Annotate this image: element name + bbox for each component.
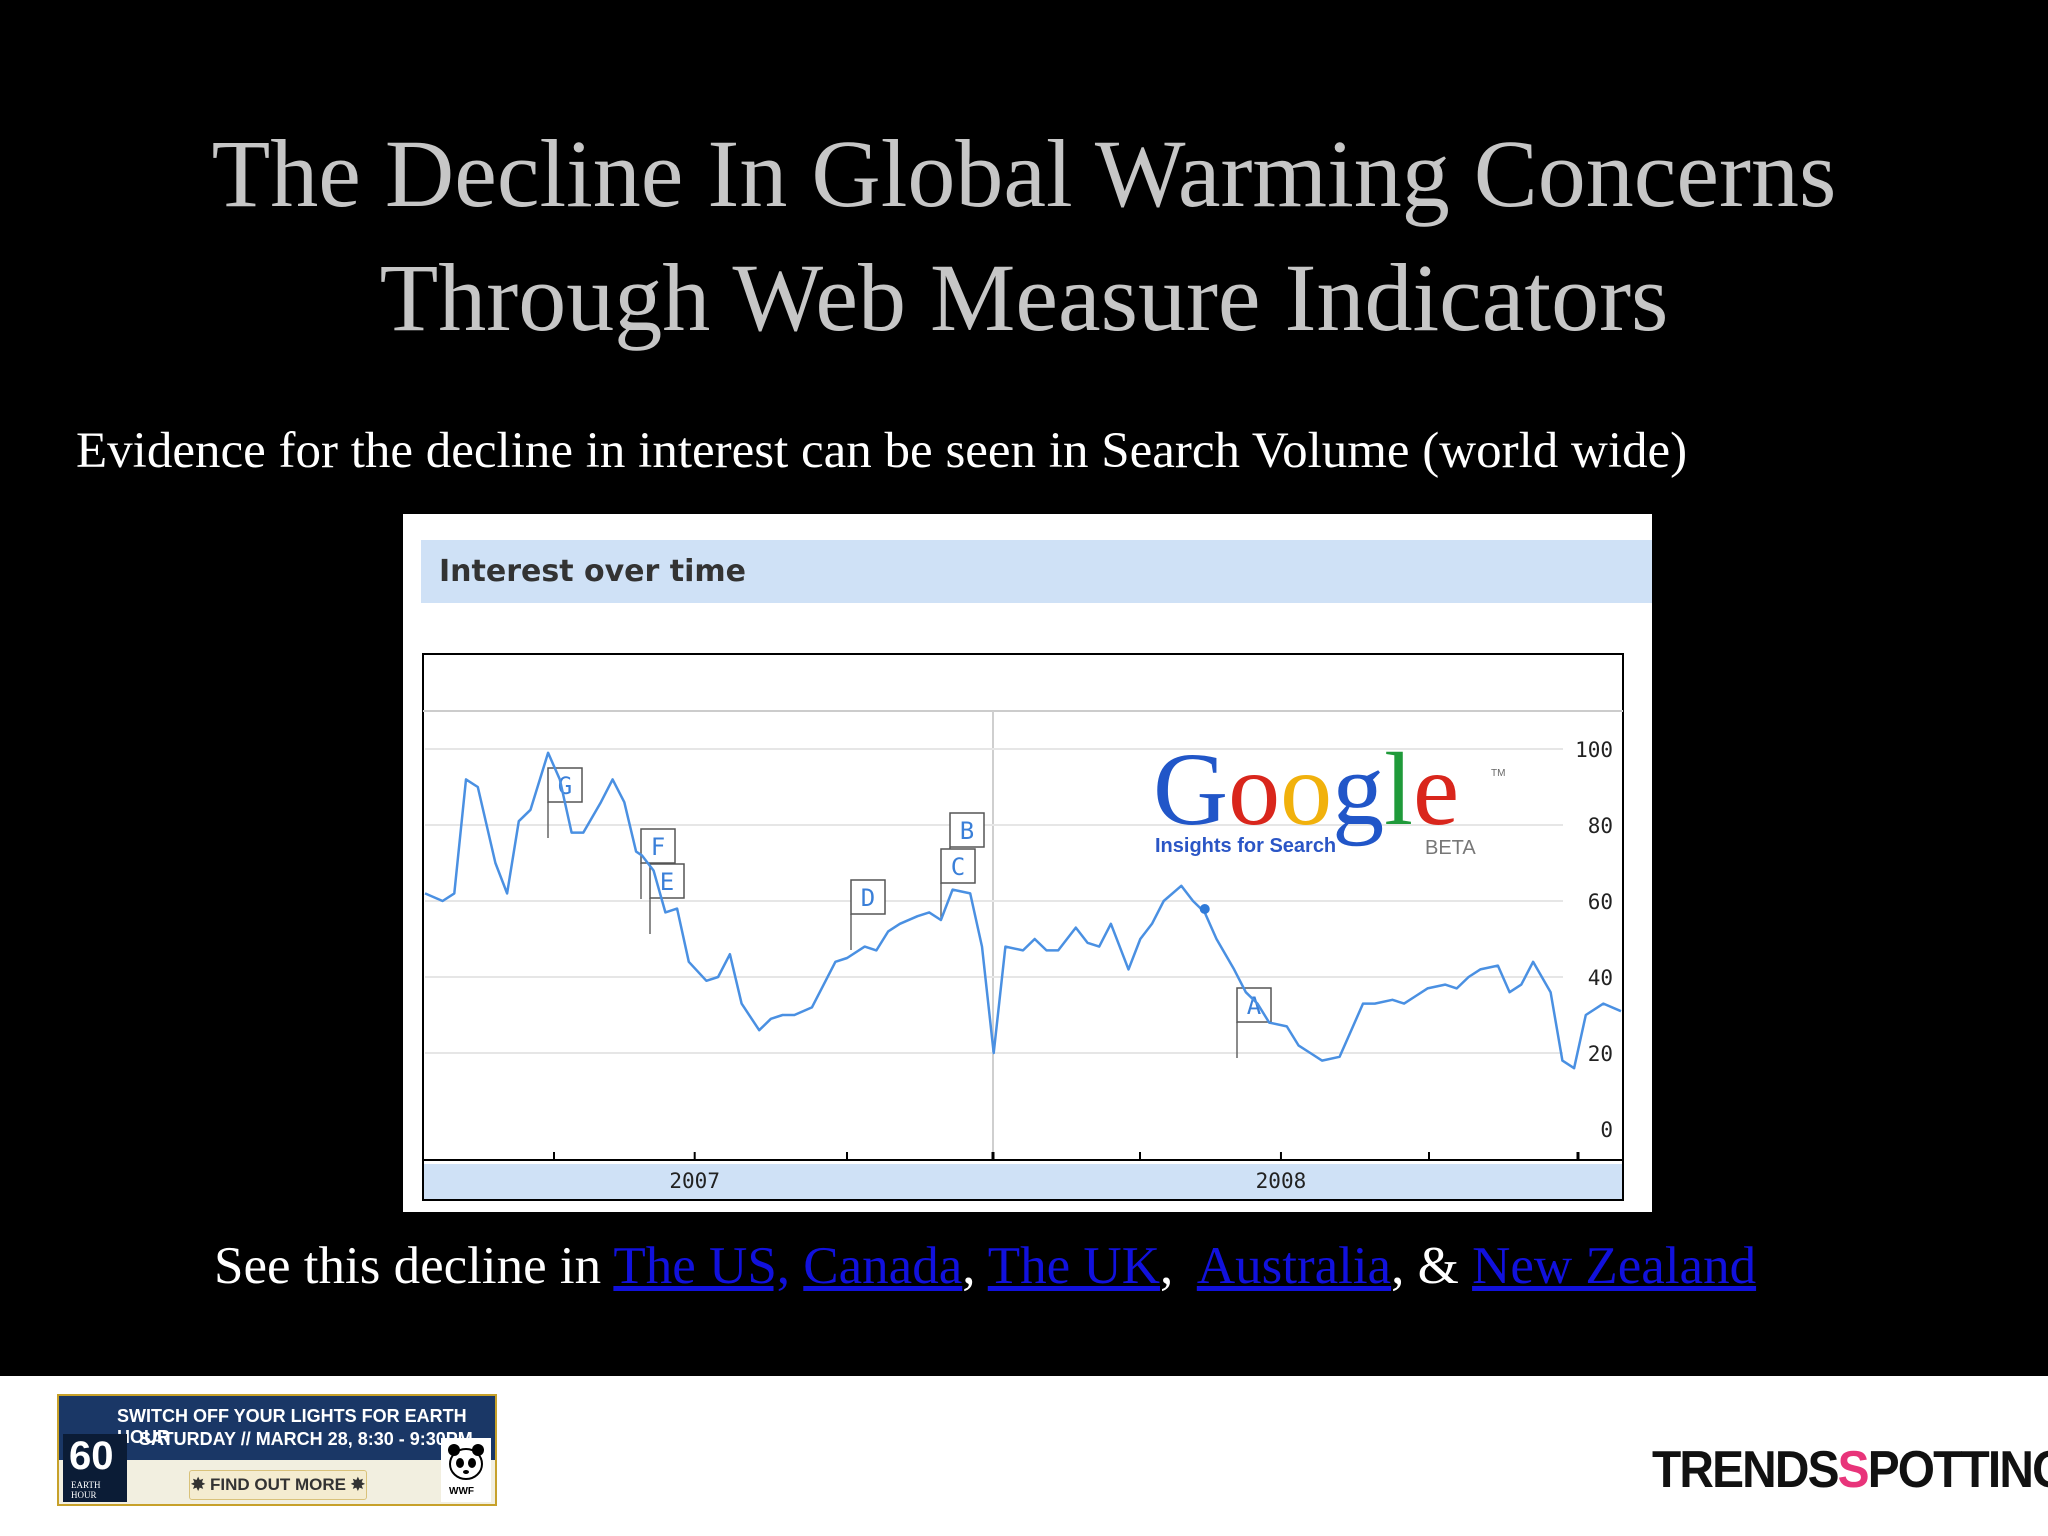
- y-tick-label-20: 20: [1588, 1042, 1613, 1066]
- brand-right: POTTING: [1867, 1441, 2048, 1499]
- series-marker: [1199, 904, 1210, 914]
- badge-number: 60: [69, 1434, 114, 1478]
- interest-chart: 0 20 40 60 80 100 2007 2008 Google TM Insights…: [422, 653, 1624, 1201]
- y-tick-label-80: 80: [1588, 814, 1613, 838]
- svg-text:F: F: [651, 833, 665, 861]
- google-logo-word: Google: [1153, 732, 1459, 847]
- earth-hour-banner[interactable]: SWITCH OFF YOUR LIGHTS FOR EARTH HOUR SA…: [57, 1394, 497, 1506]
- link-canada[interactable]: Canada: [803, 1237, 963, 1295]
- title-line-1: The Decline In Global Warming Concerns: [211, 120, 1837, 227]
- annotation-flag-g: G: [547, 767, 583, 838]
- plot-frame: [422, 653, 1624, 1201]
- panda-icon: [448, 1444, 484, 1480]
- footer: SWITCH OFF YOUR LIGHTS FOR EARTH HOUR SA…: [0, 1376, 2048, 1536]
- link-australia[interactable]: Australia: [1196, 1237, 1392, 1295]
- annotation-flag-d: D: [850, 879, 886, 950]
- y-tick-label-40: 40: [1588, 966, 1613, 990]
- x-tick-label-2008: 2008: [1256, 1169, 1307, 1193]
- banner-top: [59, 1396, 495, 1460]
- link-the-us[interactable]: The US,: [613, 1237, 791, 1295]
- x-tick-label-2007: 2007: [669, 1169, 720, 1193]
- brand-left: TRENDS: [1652, 1441, 1839, 1499]
- bottom-prefix: See this decline in: [214, 1237, 614, 1295]
- chart-title: Interest over time: [439, 554, 746, 589]
- brand-mid: S: [1837, 1441, 1870, 1499]
- slide-title: The Decline In Global Warming Concerns T…: [0, 112, 2048, 360]
- link-new-zealand[interactable]: New Zealand: [1472, 1237, 1757, 1295]
- separator-comma-2: ,: [1159, 1237, 1174, 1295]
- bottom-links-line: See this decline in The US, Canada, The …: [214, 1236, 1756, 1296]
- wwf-panda-icon: WWF: [441, 1438, 491, 1502]
- chart-header: Interest over time: [421, 540, 1652, 603]
- wwf-label: WWF: [449, 1486, 474, 1497]
- badge-label: EARTH HOUR: [71, 1480, 101, 1500]
- svg-text:A: A: [1247, 992, 1262, 1020]
- find-out-more-button[interactable]: ✸ FIND OUT MORE ✸: [189, 1470, 367, 1500]
- y-tick-label-0: 0: [1600, 1118, 1613, 1142]
- y-tick-label-100: 100: [1575, 738, 1613, 762]
- separator-comma-1: ,: [962, 1237, 976, 1295]
- banner-line-1: SWITCH OFF YOUR LIGHTS FOR EARTH HOUR: [117, 1406, 467, 1447]
- x-axis-band: [424, 1164, 1622, 1199]
- google-logo-beta: BETA: [1425, 837, 1476, 859]
- annotation-flag-f: F: [640, 828, 676, 899]
- svg-text:B: B: [960, 817, 974, 845]
- google-insights-logo: Google TM Insights for Search BETA: [1153, 732, 1505, 859]
- annotation-flag-a: A: [1236, 987, 1272, 1058]
- earth-hour-badge: 60 EARTH HOUR: [63, 1434, 127, 1502]
- trendspotting-logo[interactable]: TRENDSSPOTTING: [1652, 1440, 2048, 1500]
- title-line-2: Through Web Measure Indicators: [379, 244, 1669, 351]
- banner-line-2: SATURDAY // MARCH 28, 8:30 - 9:30PM: [139, 1429, 473, 1449]
- series-line: [424, 751, 1622, 1070]
- link-the-uk[interactable]: The UK: [987, 1237, 1160, 1295]
- svg-text:C: C: [951, 853, 965, 881]
- google-logo-tagline: Insights for Search: [1155, 835, 1336, 857]
- slide-subtitle: Evidence for the decline in interest can…: [76, 423, 1688, 479]
- svg-text:E: E: [660, 868, 674, 896]
- separator-amp: , &: [1391, 1237, 1473, 1295]
- y-tick-label-60: 60: [1588, 890, 1613, 914]
- annotation-flag-c: C: [940, 848, 976, 919]
- svg-text:G: G: [558, 772, 572, 800]
- interest-chart-panel: Interest over time 0 20 40 60 80 100 2007 2008…: [403, 514, 1652, 1212]
- slide: The Decline In Global Warming Concerns T…: [0, 112, 2048, 1296]
- svg-text:D: D: [861, 884, 875, 912]
- google-logo-tm: TM: [1491, 768, 1505, 779]
